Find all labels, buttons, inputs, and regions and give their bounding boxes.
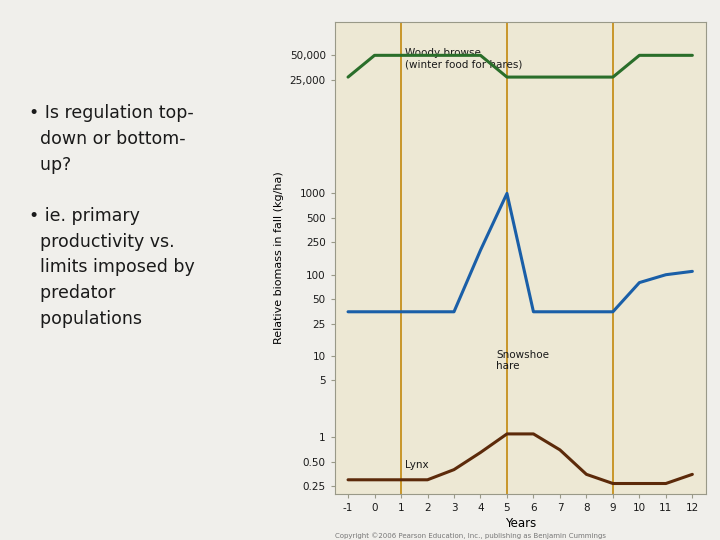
Text: Woody browse
(winter food for hares): Woody browse (winter food for hares) [405, 48, 523, 69]
Y-axis label: Relative biomass in fall (kg/ha): Relative biomass in fall (kg/ha) [274, 172, 284, 344]
Text: Snowshoe
hare: Snowshoe hare [496, 349, 549, 371]
X-axis label: Years: Years [505, 517, 536, 530]
Text: Lynx: Lynx [405, 461, 428, 470]
Text: • Is regulation top-
  down or bottom-
  up?

• ie. primary
  productivity vs.
 : • Is regulation top- down or bottom- up?… [30, 104, 195, 328]
Text: Copyright ©2006 Pearson Education, Inc., publishing as Benjamin Cummings: Copyright ©2006 Pearson Education, Inc.,… [335, 532, 606, 539]
